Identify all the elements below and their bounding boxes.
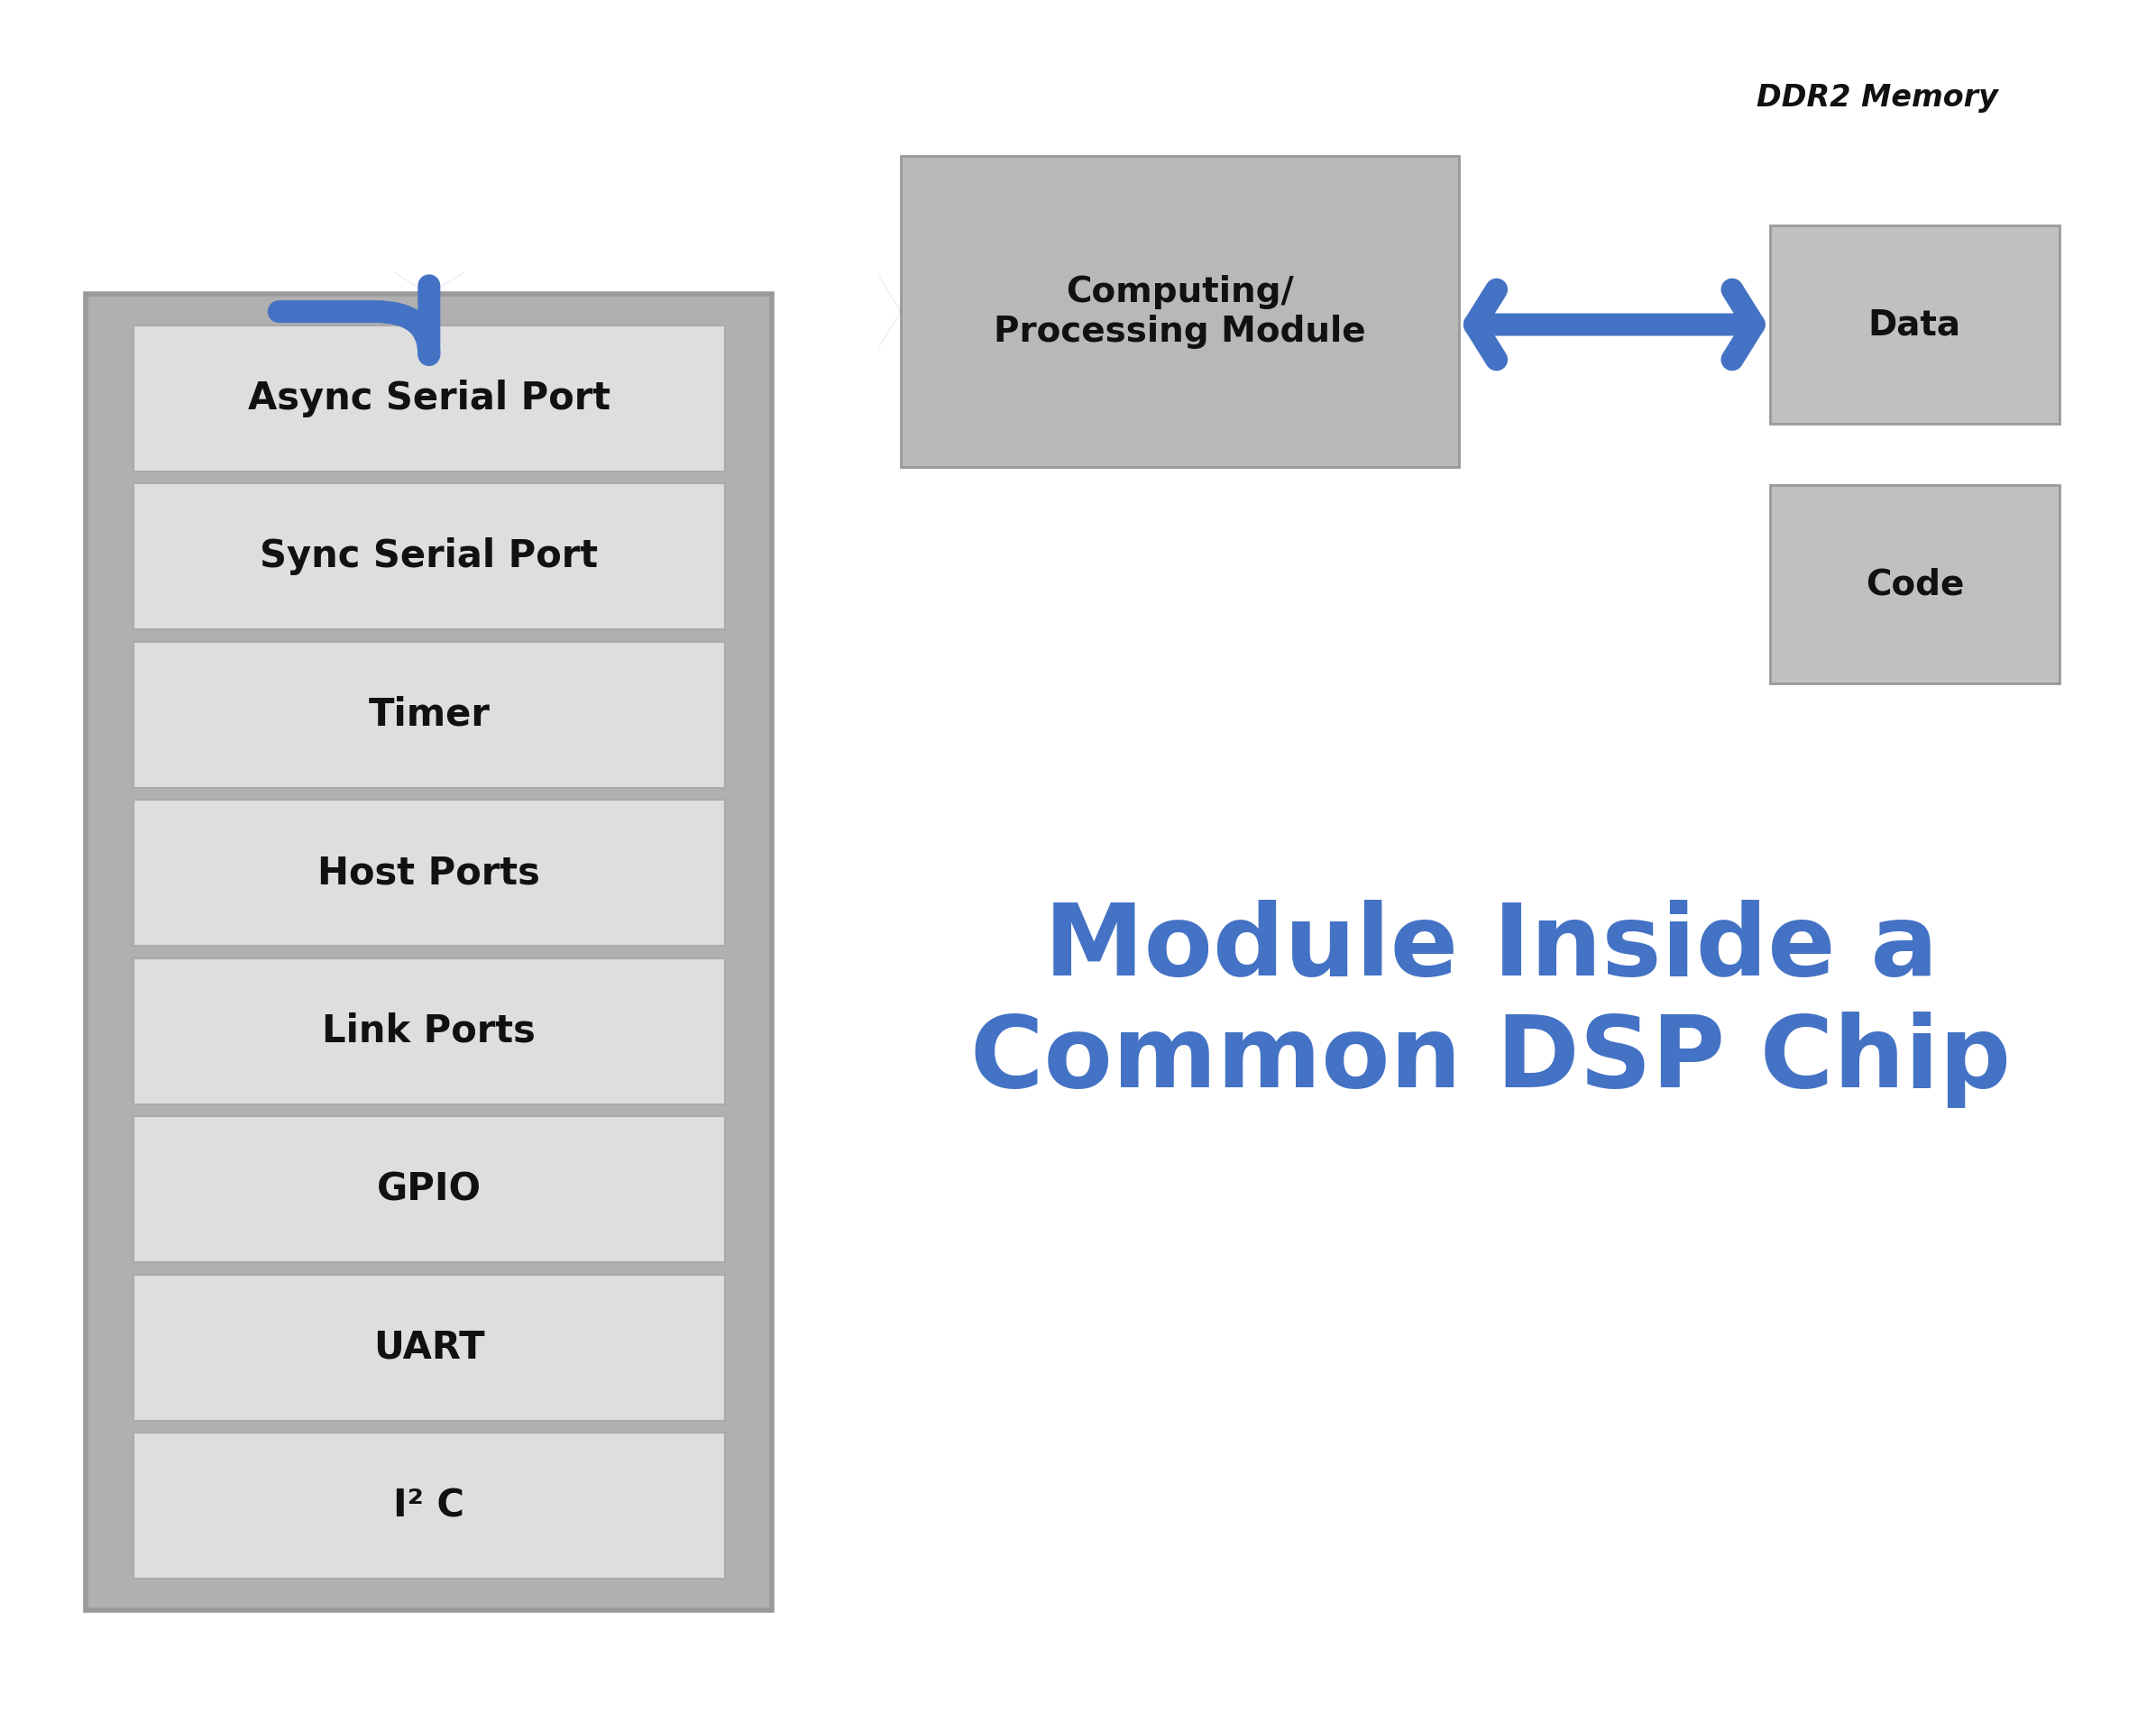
FancyBboxPatch shape: [134, 1274, 724, 1421]
Text: Code: Code: [1865, 568, 1964, 601]
FancyBboxPatch shape: [134, 483, 724, 630]
FancyBboxPatch shape: [134, 1433, 724, 1579]
Text: Timer: Timer: [369, 696, 489, 734]
Text: I² C: I² C: [392, 1487, 466, 1525]
FancyBboxPatch shape: [134, 1116, 724, 1262]
Text: Link Ports: Link Ports: [321, 1013, 537, 1051]
Text: Computing/
Processing Module: Computing/ Processing Module: [994, 275, 1367, 348]
FancyBboxPatch shape: [86, 294, 772, 1610]
FancyBboxPatch shape: [1770, 225, 2059, 424]
FancyBboxPatch shape: [901, 156, 1460, 467]
Text: Module Inside a
Common DSP Chip: Module Inside a Common DSP Chip: [970, 900, 2012, 1108]
Text: GPIO: GPIO: [377, 1170, 481, 1208]
Text: UART: UART: [373, 1329, 485, 1366]
Text: Data: Data: [1869, 308, 1962, 341]
FancyBboxPatch shape: [134, 642, 724, 788]
FancyBboxPatch shape: [134, 800, 724, 945]
FancyBboxPatch shape: [1770, 485, 2059, 684]
FancyBboxPatch shape: [134, 957, 724, 1104]
Text: Async Serial Port: Async Serial Port: [248, 379, 610, 417]
FancyBboxPatch shape: [134, 325, 724, 471]
Text: DDR2 Memory: DDR2 Memory: [1757, 83, 1999, 113]
Text: Host Ports: Host Ports: [317, 853, 541, 891]
Text: Sync Serial Port: Sync Serial Port: [261, 538, 597, 575]
